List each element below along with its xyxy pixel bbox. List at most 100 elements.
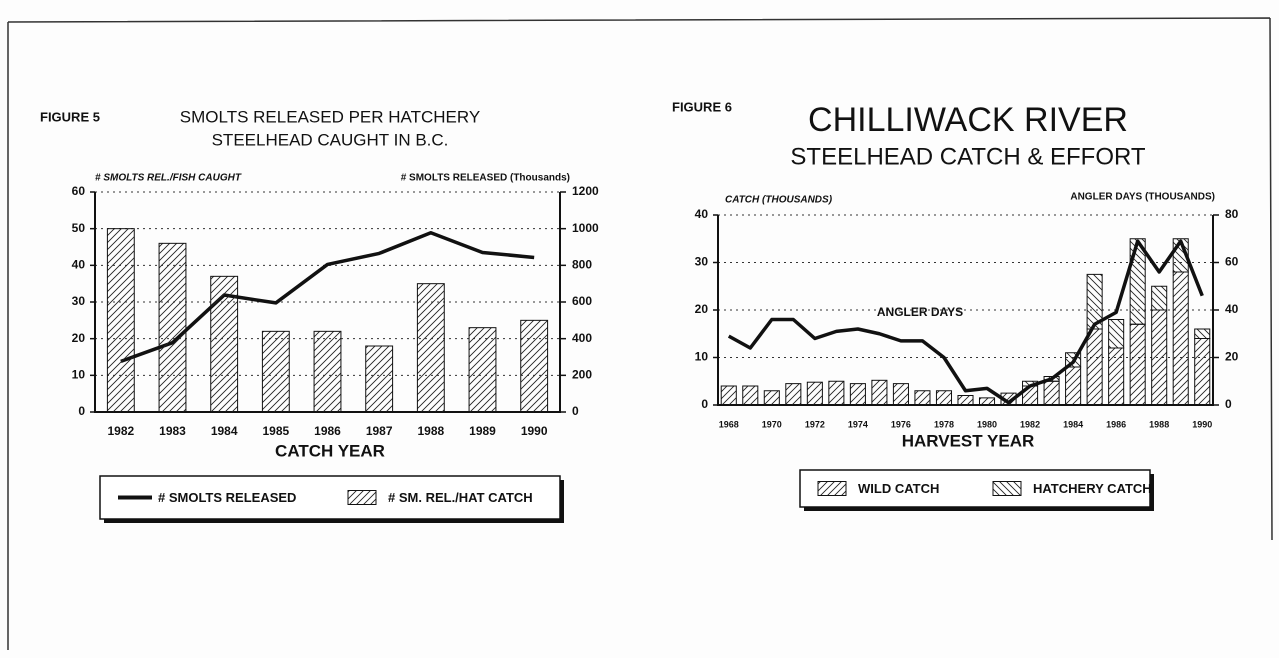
x-tick-label: 1989: [469, 424, 496, 438]
x-tick-label: 1982: [1020, 419, 1040, 429]
y-tick-label: 60: [72, 184, 86, 198]
bar: [1108, 319, 1125, 349]
bar: [1151, 309, 1168, 406]
x-tick-label: 1990: [1192, 419, 1212, 429]
y-axis-label: # SMOLTS REL./FISH CAUGHT: [95, 173, 242, 184]
annotation: ANGLER DAYS: [877, 305, 963, 319]
x-tick-label: 1986: [314, 424, 341, 438]
bar: [742, 385, 759, 406]
y2-axis-label: ANGLER DAYS (THOUSANDS): [1070, 192, 1215, 203]
x-tick-label: 1974: [848, 419, 868, 429]
x-tick-label: 1983: [159, 424, 186, 438]
legend-label: # SM. REL./HAT CATCH: [388, 490, 533, 505]
y-axis-label: CATCH (THOUSANDS): [725, 195, 833, 206]
bar: [1194, 338, 1211, 406]
legend-box: [799, 469, 1151, 508]
y-tick-label: 0: [78, 404, 85, 418]
bar: [1043, 380, 1060, 406]
bar: [158, 242, 187, 413]
y-tick-label: 50: [72, 221, 86, 235]
page-border: [7, 17, 1273, 650]
bar: [313, 330, 342, 413]
x-tick-label: 1970: [762, 419, 782, 429]
bar: [935, 390, 953, 406]
y2-tick-label: 80: [1225, 207, 1239, 221]
bar: [1194, 328, 1211, 339]
y-tick-label: 30: [695, 255, 709, 269]
bar: [210, 275, 239, 413]
figure-label: FIGURE 6: [672, 99, 732, 114]
y2-tick-label: 20: [1225, 350, 1239, 364]
y2-tick-label: 60: [1225, 255, 1239, 269]
legend-swatch: [992, 481, 1022, 496]
legend-label: WILD CATCH: [858, 481, 939, 496]
y-tick-label: 20: [695, 302, 709, 316]
bar: [978, 397, 996, 406]
bar: [261, 330, 290, 413]
y2-tick-label: 1200: [572, 184, 599, 198]
bar: [1065, 366, 1082, 406]
bar: [806, 381, 823, 406]
bar: [1151, 285, 1168, 311]
legend-swatch: [817, 481, 847, 496]
bar: [416, 283, 445, 413]
bar: [1172, 271, 1189, 406]
chart-title: CHILLIWACK RIVER: [808, 101, 1128, 139]
x-tick-label: 1984: [211, 424, 238, 438]
bar: [1108, 347, 1125, 406]
x-axis-label: CATCH YEAR: [275, 441, 385, 460]
x-tick-label: 1976: [891, 419, 911, 429]
bar: [828, 380, 845, 406]
y2-tick-label: 40: [1225, 302, 1239, 316]
chart-subtitle: STEELHEAD CAUGHT IN B.C.: [212, 130, 449, 149]
line-series: [120, 230, 535, 364]
x-tick-label: 1968: [719, 419, 739, 429]
y-tick-label: 20: [72, 331, 86, 345]
y-tick-label: 10: [72, 368, 86, 382]
y2-tick-label: 400: [572, 331, 592, 345]
x-tick-label: 1985: [262, 424, 289, 438]
bar: [785, 383, 802, 406]
chart-title: SMOLTS RELEASED PER HATCHERY: [180, 107, 480, 126]
y-tick-label: 0: [701, 397, 708, 411]
y2-tick-label: 200: [572, 368, 592, 382]
bar: [106, 228, 135, 413]
y2-tick-label: 600: [572, 294, 592, 308]
bar: [468, 327, 497, 413]
bar: [1086, 273, 1103, 330]
y2-tick-label: 0: [572, 404, 579, 418]
chart-subtitle: STEELHEAD CATCH & EFFORT: [790, 143, 1146, 170]
legend-label: HATCHERY CATCH: [1033, 481, 1152, 496]
bar: [365, 345, 394, 413]
x-tick-label: 1980: [977, 419, 997, 429]
bar: [1129, 238, 1146, 325]
y-tick-label: 40: [695, 207, 709, 221]
bar: [1129, 323, 1146, 406]
legend-swatch: [347, 490, 377, 505]
y-tick-label: 40: [72, 258, 86, 272]
y2-tick-label: 800: [572, 258, 592, 272]
x-tick-label: 1984: [1063, 419, 1083, 429]
x-tick-label: 1972: [805, 419, 825, 429]
bar: [720, 385, 737, 406]
y2-axis-label: # SMOLTS RELEASED (Thousands): [401, 173, 570, 184]
x-tick-label: 1987: [366, 424, 393, 438]
bar: [520, 319, 549, 413]
bar: [849, 383, 866, 406]
bar: [892, 383, 909, 406]
bar: [914, 390, 931, 406]
figure-label: FIGURE 5: [40, 109, 100, 124]
bar: [957, 395, 974, 406]
bar: [763, 390, 780, 406]
bar: [1086, 328, 1103, 406]
y2-tick-label: 1000: [572, 221, 599, 235]
x-tick-label: 1986: [1106, 419, 1126, 429]
x-tick-label: 1990: [521, 424, 548, 438]
x-tick-label: 1988: [1149, 419, 1169, 429]
line-series: [727, 239, 1204, 405]
x-tick-label: 1982: [107, 424, 134, 438]
x-tick-label: 1978: [934, 419, 954, 429]
legend-label: # SMOLTS RELEASED: [158, 490, 296, 505]
y2-tick-label: 0: [1225, 397, 1232, 411]
